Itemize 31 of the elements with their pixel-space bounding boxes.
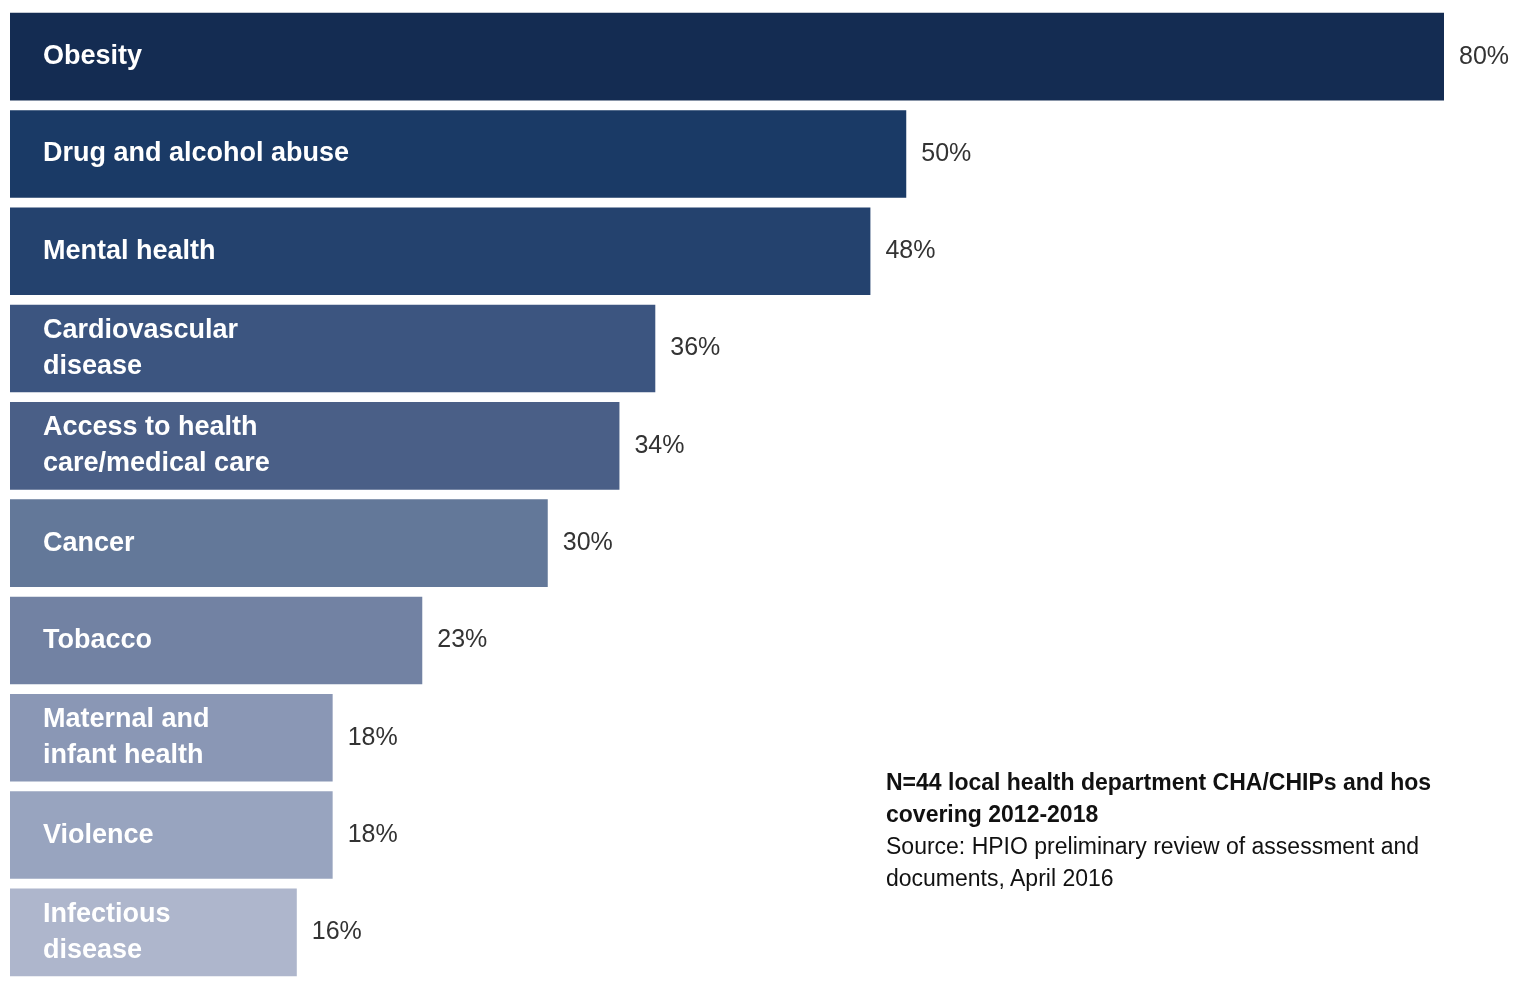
data-label: 18% [347, 721, 398, 750]
y-tick-label: Cardiovascular disease [43, 314, 239, 380]
data-label: 50% [921, 137, 972, 166]
data-label: 36% [670, 332, 721, 361]
bar [10, 304, 656, 393]
bar [10, 207, 871, 296]
bar [10, 499, 548, 587]
y-tick-label: Drug and alcohol abuse [43, 137, 350, 168]
y-tick-label: Access to health care/medical care [43, 411, 270, 478]
data-label: 30% [562, 527, 613, 556]
y-tick-label: Tobacco [43, 623, 153, 654]
bar [10, 888, 297, 977]
data-label: 18% [347, 818, 398, 847]
bar [10, 402, 620, 490]
y-tick-label: Obesity [43, 40, 143, 71]
y-tick-label: Violence [43, 818, 154, 849]
data-label: 80% [1459, 40, 1510, 69]
y-tick-label: Infectious disease [43, 897, 171, 964]
data-label: 23% [437, 624, 488, 653]
y-tick-label: Mental health [43, 234, 216, 265]
y-tick-label: Cancer [43, 526, 136, 557]
bar [10, 596, 423, 685]
annotation: Source: HPIO preliminary review of assessment and documents, April 2016 [886, 832, 1421, 893]
data-label: 16% [311, 916, 362, 945]
data-label: 34% [634, 429, 685, 458]
bar [10, 110, 907, 198]
data-label: 48% [885, 235, 936, 264]
bar [10, 12, 1444, 101]
annotation: N=44 local health department CHA/CHIPs and hos covering 2012-2018 [886, 768, 1433, 829]
bar [10, 791, 333, 879]
y-tick-label: Maternal and infant health [43, 703, 210, 770]
